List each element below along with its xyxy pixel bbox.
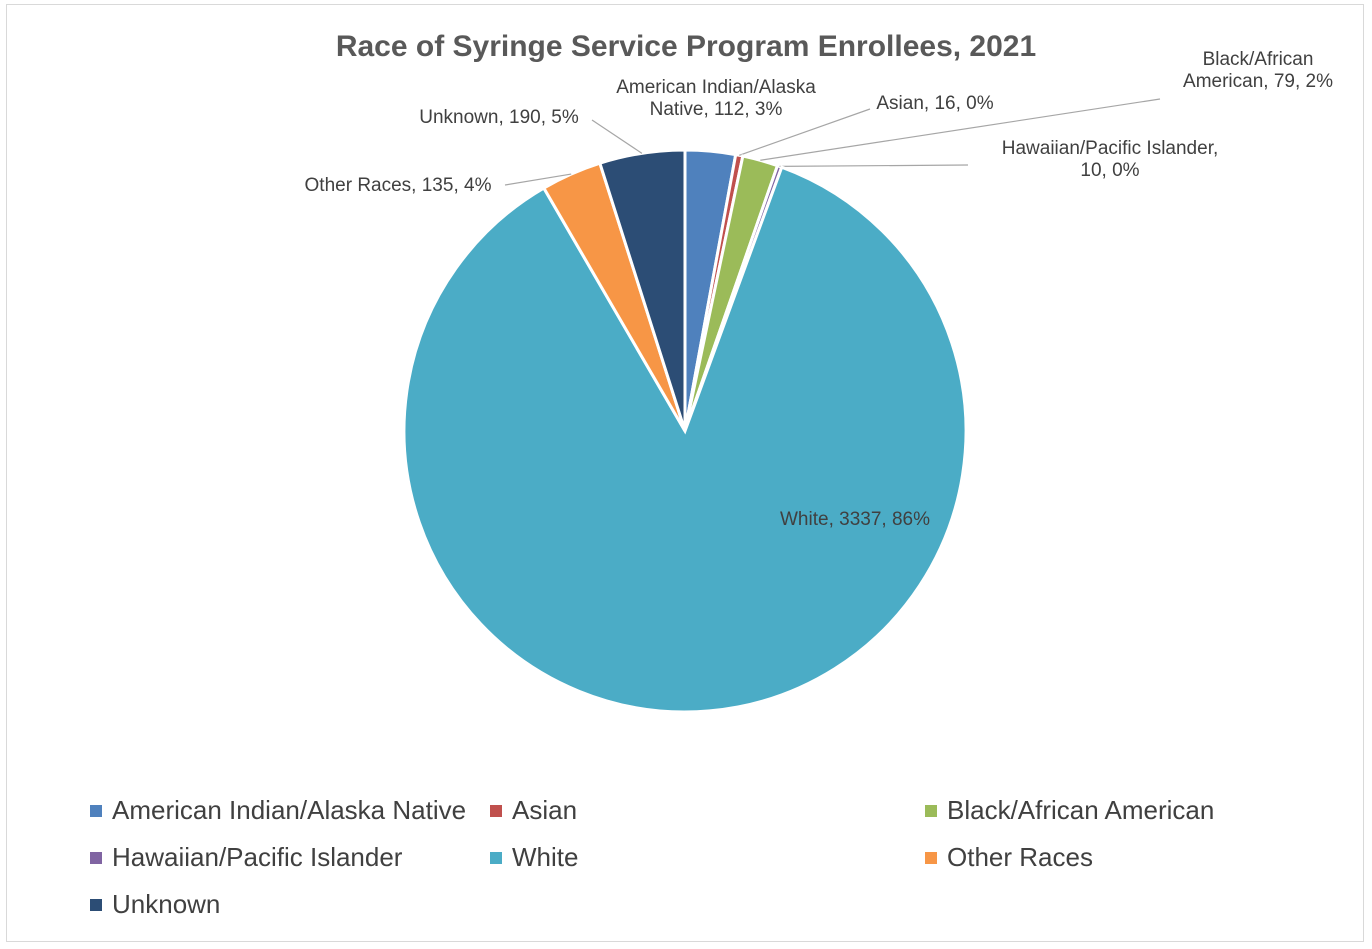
leader-line-black-african-american bbox=[760, 98, 1161, 161]
legend-swatch bbox=[490, 804, 502, 817]
leader-line-asian bbox=[739, 108, 871, 156]
data-label-unknown: Unknown, 190, 5% bbox=[419, 107, 579, 128]
legend-swatch bbox=[925, 804, 937, 817]
legend-swatch bbox=[90, 898, 102, 911]
legend-swatch bbox=[490, 851, 502, 864]
legend-label: Asian bbox=[512, 795, 578, 825]
legend-item-white: White bbox=[490, 842, 578, 873]
legend-label: American Indian/Alaska Native bbox=[112, 795, 467, 825]
data-label-hawaiian-pacific-islander: Hawaiian/Pacific Islander, 10, 0% bbox=[1002, 138, 1219, 181]
data-label-asian: Asian, 16, 0% bbox=[876, 93, 993, 114]
legend-item-hawaiian-pacific-islander: Hawaiian/Pacific Islander bbox=[90, 842, 402, 873]
leader-line-other-races bbox=[504, 173, 572, 186]
legend-label: Other Races bbox=[947, 842, 1093, 872]
legend-label: White bbox=[512, 842, 579, 872]
legend-item-american-indian-alaska-native: American Indian/Alaska Native bbox=[90, 795, 466, 826]
legend-swatch bbox=[925, 851, 937, 864]
legend-item-black-african-american: Black/African American bbox=[925, 795, 1214, 826]
legend-label: Black/African American bbox=[947, 795, 1215, 825]
leader-line-hawaiian-pacific-islander bbox=[779, 164, 969, 168]
data-label-black-african-american: Black/African American, 79, 2% bbox=[1183, 49, 1333, 92]
legend-swatch bbox=[90, 804, 102, 817]
data-label-american-indian-alaska-native: American Indian/Alaska Native, 112, 3% bbox=[616, 77, 816, 120]
data-label-other-races: Other Races, 135, 4% bbox=[305, 175, 492, 196]
legend-item-asian: Asian bbox=[490, 795, 577, 826]
data-label-white: White, 3337, 86% bbox=[780, 509, 930, 530]
legend-label: Unknown bbox=[112, 889, 221, 919]
pie-slice-unknown bbox=[597, 148, 687, 432]
leader-line-unknown bbox=[591, 119, 643, 154]
legend-label: Hawaiian/Pacific Islander bbox=[112, 842, 403, 872]
pie-slice-white bbox=[402, 165, 968, 714]
legend-item-unknown: Unknown bbox=[90, 889, 220, 920]
chart-title: Race of Syringe Service Program Enrollee… bbox=[335, 30, 1037, 63]
legend-item-other-races: Other Races bbox=[925, 842, 1093, 873]
legend-swatch bbox=[90, 851, 102, 864]
